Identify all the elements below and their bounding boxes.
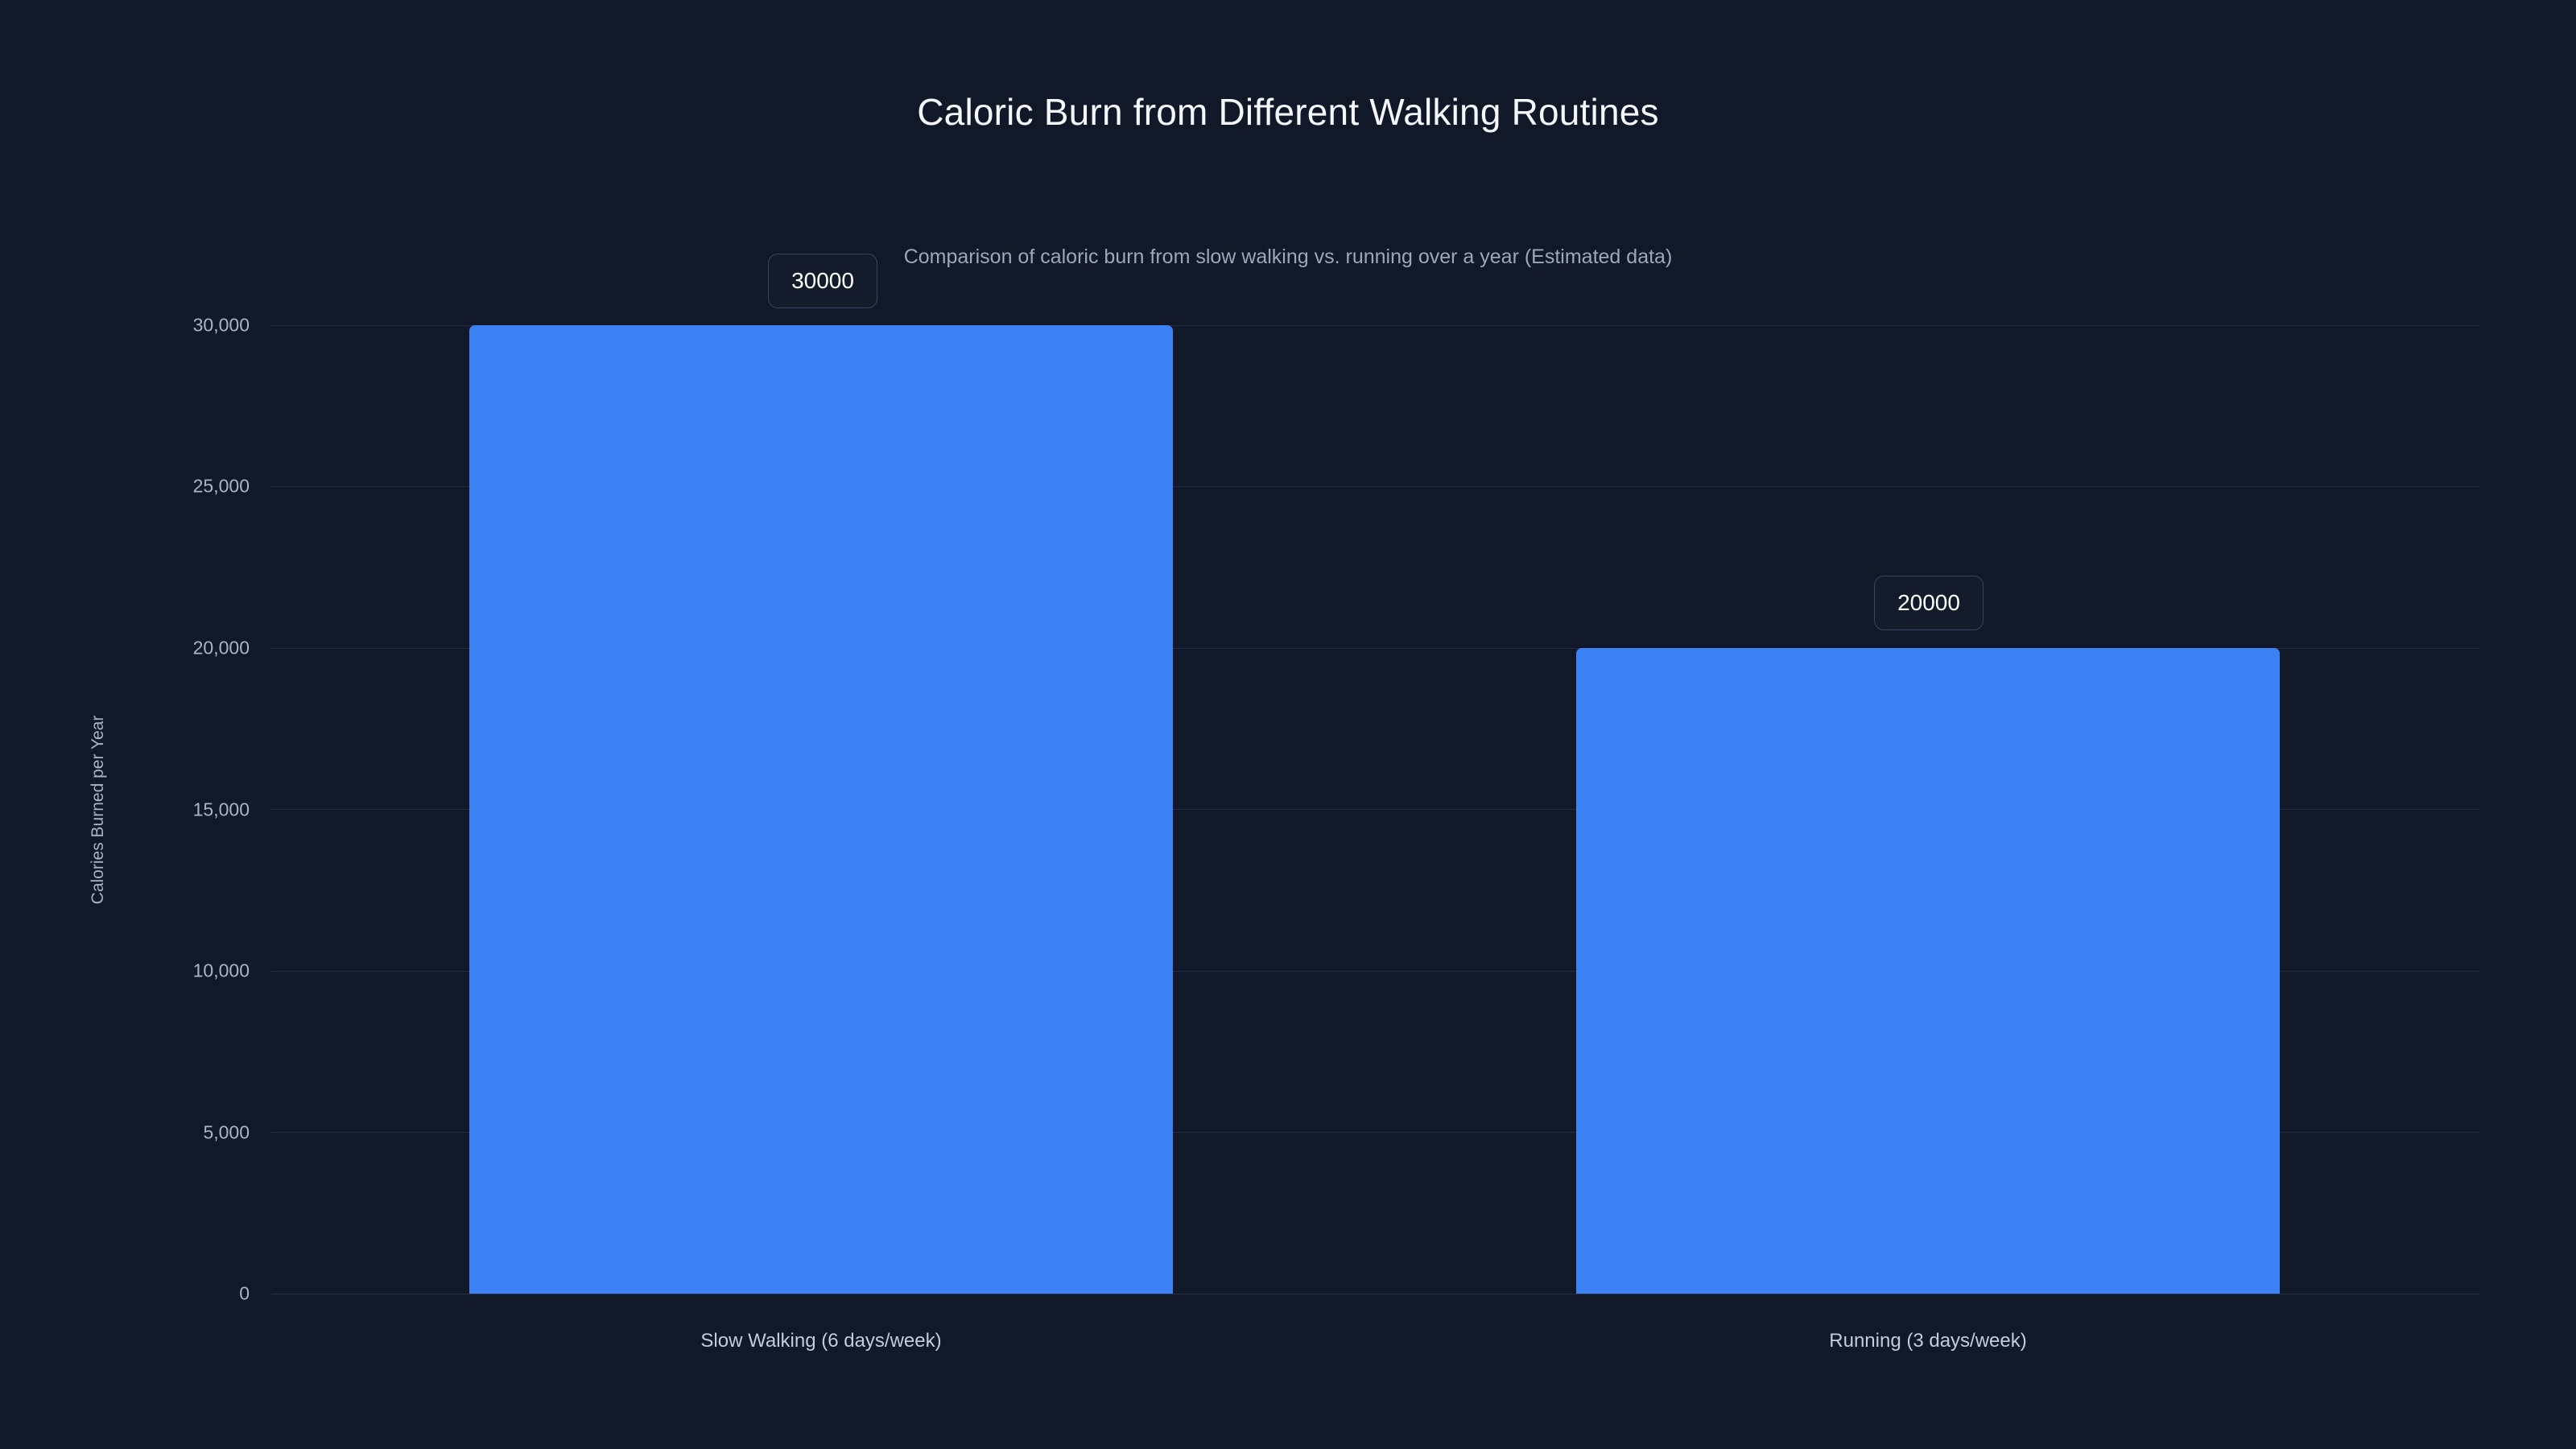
gridline-10000 [271,971,2479,972]
gridline-15000 [271,809,2479,810]
gridline-30000 [271,325,2479,326]
value-badge-slow-walking[interactable]: 30000 [768,254,877,308]
gridline-20000 [271,648,2479,649]
y-tick-label-15000: 15,000 [192,799,250,820]
y-tick-label-25000: 25,000 [192,475,250,497]
plot-area [271,325,2479,1294]
y-tick-label-20000: 20,000 [192,637,250,658]
gridline-5000 [271,1132,2479,1133]
y-tick-label-10000: 10,000 [192,960,250,981]
bar-running[interactable] [1576,648,2280,1294]
gridline-25000 [271,486,2479,487]
bar-slow-walking[interactable] [469,325,1173,1294]
y-tick-label-0: 0 [239,1282,250,1304]
value-badge-running[interactable]: 20000 [1874,576,1984,630]
y-tick-label-30000: 30,000 [192,314,250,336]
chart-title: Caloric Burn from Different Walking Rout… [917,91,1659,133]
y-tick-label-5000: 5,000 [203,1121,250,1143]
x-tick-label-slow-walking: Slow Walking (6 days/week) [700,1330,942,1352]
chart-subtitle: Comparison of caloric burn from slow wal… [903,246,1673,268]
x-tick-label-running: Running (3 days/week) [1829,1330,2027,1352]
